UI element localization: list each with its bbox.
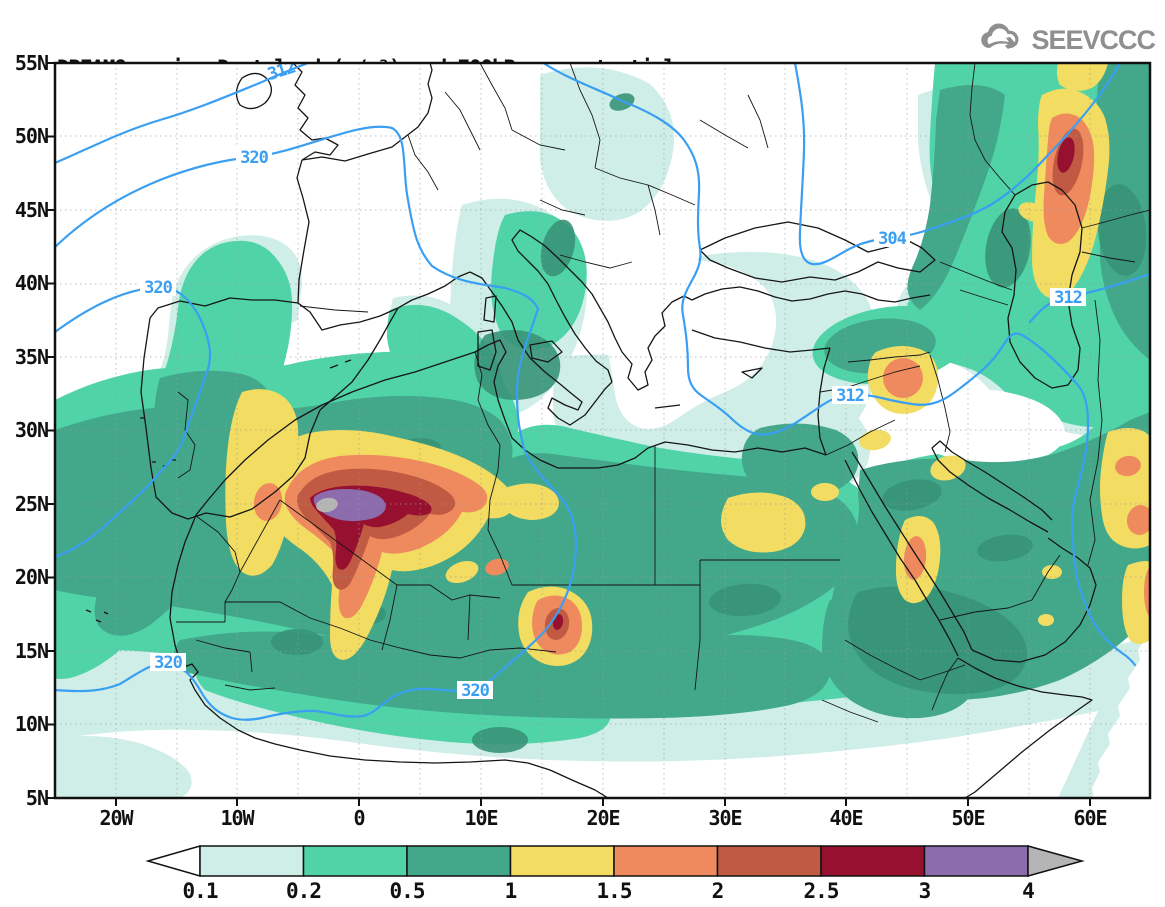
colorbar-over-arrow: [1027, 845, 1085, 877]
lat-tick-label: 25N: [15, 492, 48, 516]
lat-tick-label: 50N: [15, 124, 48, 148]
map-frame: [47, 61, 1152, 806]
country-borders: [176, 63, 1150, 723]
colorbar-tick: 3: [919, 879, 931, 903]
seevccc-logo: SEEVCCC: [975, 20, 1156, 60]
contour-label: 304: [878, 229, 906, 249]
colorbar-tick: 1: [505, 879, 517, 903]
lat-tick-label: 30N: [15, 418, 48, 442]
lon-tick-label: 10W: [220, 806, 255, 830]
logo-text: SEEVCCC: [1031, 24, 1156, 55]
colorbar-tick: 2.5: [804, 879, 839, 903]
map-canvas: 320 320 320 320 304 312 312 312: [55, 63, 1150, 798]
contour-320-main: [55, 125, 577, 721]
dust-level-4-layer: [316, 497, 338, 513]
colorbar-tick: 0.5: [390, 879, 425, 903]
lat-tick-label: 40N: [15, 271, 48, 295]
contour-312-nw: [55, 63, 310, 165]
colorbar-tick: 2: [712, 879, 724, 903]
lat-axis: 55N 50N 45N 40N 35N 30N 25N 20N 15N 10N …: [15, 51, 49, 810]
colorbar-tick: 0.2: [286, 879, 321, 903]
lon-tick-label: 0: [353, 806, 364, 830]
dust-level-3-layer: [313, 489, 386, 522]
lon-tick-label: 20E: [586, 806, 619, 830]
contour-312-main: [543, 63, 1137, 667]
contour-label: 312: [1054, 288, 1082, 308]
lon-axis: 20W 10W 0 10E 20E 30E 40E 50E 60E: [99, 806, 1107, 830]
lon-tick-label: 60E: [1073, 806, 1106, 830]
contour-label: 320: [154, 653, 182, 673]
contour-label: 320: [461, 681, 489, 701]
lon-tick-label: 30E: [708, 806, 741, 830]
contour-label: 312: [836, 386, 864, 406]
coastlines: [85, 63, 1097, 798]
lon-tick-label: 10E: [464, 806, 497, 830]
lat-tick-label: 45N: [15, 198, 48, 222]
lat-tick-label: 10N: [15, 712, 48, 736]
lat-tick-label: 35N: [15, 345, 48, 369]
lat-tick-label: 55N: [15, 51, 48, 75]
lat-tick-label: 5N: [26, 786, 48, 810]
lon-tick-label: 40E: [829, 806, 862, 830]
lon-tick-label: 20W: [99, 806, 134, 830]
colorbar-tick: 1.5: [597, 879, 632, 903]
colorbar: 0.1 0.2 0.5 1 1.5 2 2.5 3 4: [145, 845, 1085, 903]
lon-tick-label: 50E: [951, 806, 984, 830]
contour-label: 320: [144, 278, 172, 298]
colorbar-under-arrow: [145, 845, 201, 877]
cloud-arrow-icon: [975, 20, 1027, 60]
lat-tick-label: 20N: [15, 565, 48, 589]
colorbar-tick: 4: [1022, 879, 1034, 903]
colorbar-tick: 0.1: [183, 879, 218, 903]
contour-label: 320: [240, 148, 268, 168]
lat-tick-label: 15N: [15, 639, 48, 663]
